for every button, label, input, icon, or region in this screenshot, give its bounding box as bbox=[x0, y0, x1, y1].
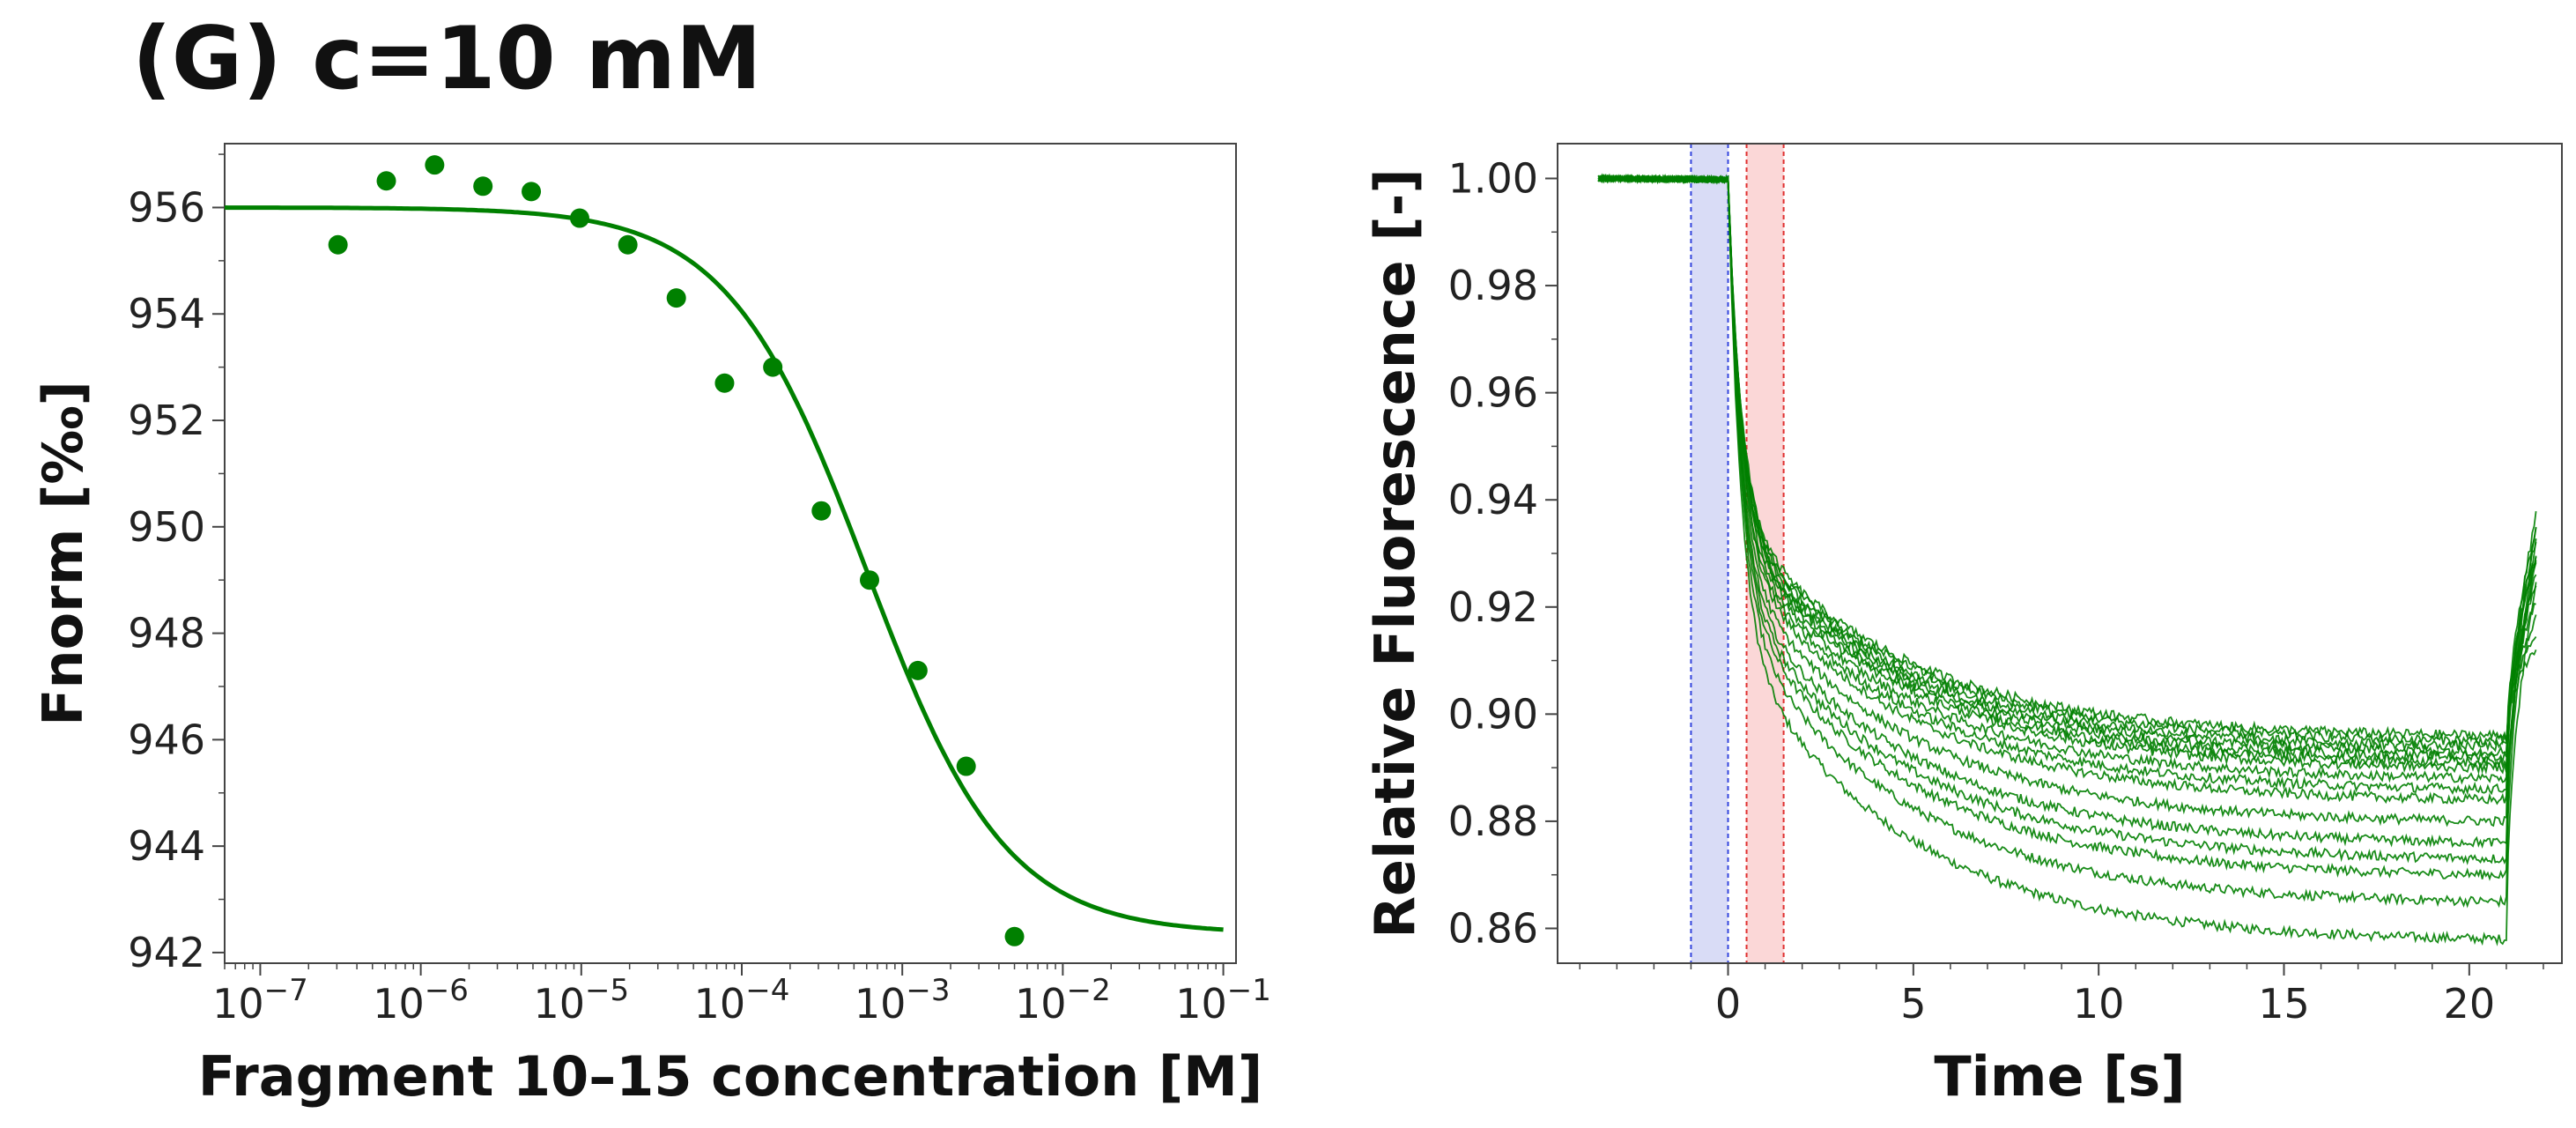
data-point bbox=[618, 234, 638, 255]
dose-response-fit-curve bbox=[224, 205, 1224, 932]
fluorescence-trace bbox=[1597, 174, 2537, 909]
time-trace-chart: 0 5 10 15 20 0.86 0.88 0.90 0.92 0.94 0.96 0.98 1.0… bbox=[1363, 143, 2563, 1109]
fluorescence-trace bbox=[1597, 173, 2537, 785]
data-point bbox=[1004, 926, 1025, 946]
y-tick-label: 0.92 bbox=[1448, 583, 1538, 631]
dose-response-chart: 10−7 10−6 10−5 10−4 10−3 10−2 10−1 94294494694… bbox=[31, 143, 1271, 1109]
data-point bbox=[569, 208, 589, 228]
y-tick-label: 948 bbox=[128, 610, 205, 657]
y-tick-label: 0.98 bbox=[1448, 262, 1538, 309]
time-trace-y-axis-label: Relative Fluorescence [-] bbox=[1363, 168, 1427, 938]
data-point bbox=[376, 171, 396, 191]
x-tick-label: 15 bbox=[2258, 980, 2310, 1028]
y-tick-label: 956 bbox=[128, 183, 205, 231]
data-point bbox=[473, 176, 493, 197]
dose-response-y-axis-label: Fnorm [‰] bbox=[31, 381, 95, 726]
time-trace-y-ticks: 0.86 0.88 0.90 0.92 0.94 0.96 0.98 1.00 bbox=[1448, 155, 1558, 952]
cold-region bbox=[1691, 144, 1728, 963]
dose-response-y-ticks: 942 944 946 948 950 952 954 956 bbox=[128, 153, 225, 976]
x-tick-label: 10−2 bbox=[1015, 973, 1111, 1028]
fluorescence-trace bbox=[1597, 174, 2537, 865]
y-tick-label: 0.86 bbox=[1448, 904, 1538, 952]
y-tick-label: 954 bbox=[128, 290, 205, 338]
data-point bbox=[328, 234, 348, 255]
y-tick-label: 946 bbox=[128, 716, 205, 763]
y-tick-label: 950 bbox=[128, 503, 205, 551]
x-tick-label: 10−6 bbox=[373, 973, 469, 1028]
x-tick-label: 10 bbox=[2073, 980, 2125, 1028]
fluorescence-trace bbox=[1597, 173, 2537, 744]
y-tick-label: 0.90 bbox=[1448, 690, 1538, 738]
y-tick-label: 944 bbox=[128, 822, 205, 870]
time-trace-lines bbox=[1597, 173, 2537, 946]
data-point bbox=[522, 182, 542, 202]
fluorescence-trace bbox=[1597, 174, 2537, 881]
y-tick-label: 952 bbox=[128, 397, 205, 444]
data-point bbox=[714, 373, 735, 393]
x-tick-label: 20 bbox=[2444, 980, 2496, 1028]
dose-response-x-axis-label: Fragment 10–15 concentration [M] bbox=[198, 1044, 1262, 1109]
x-tick-label: 0 bbox=[1715, 980, 1741, 1028]
fluorescence-trace bbox=[1597, 173, 2537, 850]
dose-response-data-points bbox=[328, 155, 1025, 946]
x-tick-label: 10−4 bbox=[694, 973, 790, 1028]
x-tick-label: 10−3 bbox=[855, 973, 951, 1028]
x-tick-label: 10−1 bbox=[1175, 973, 1271, 1028]
time-trace-x-ticks: 0 5 10 15 20 bbox=[1579, 963, 2544, 1028]
fluorescence-trace bbox=[1597, 174, 2537, 827]
y-tick-label: 0.88 bbox=[1448, 798, 1538, 845]
fluorescence-trace bbox=[1597, 174, 2537, 946]
time-trace-x-axis-label: Time [s] bbox=[1934, 1044, 2185, 1109]
data-point bbox=[666, 288, 686, 308]
x-tick-label: 10−5 bbox=[533, 973, 629, 1028]
data-point bbox=[956, 756, 976, 776]
dose-response-x-ticks: 10−7 10−6 10−5 10−4 10−3 10−2 10−1 bbox=[212, 963, 1271, 1028]
fluorescence-trace bbox=[1597, 174, 2537, 776]
data-point bbox=[859, 570, 879, 590]
x-tick-label: 10−7 bbox=[212, 973, 308, 1028]
x-tick-label: 5 bbox=[1900, 980, 1926, 1028]
data-point bbox=[425, 155, 445, 175]
data-point bbox=[907, 660, 928, 680]
fluorescence-trace bbox=[1597, 173, 2537, 765]
dose-response-plot-area bbox=[224, 143, 1237, 964]
y-tick-label: 1.00 bbox=[1448, 155, 1538, 203]
data-point bbox=[763, 357, 783, 377]
y-tick-label: 942 bbox=[128, 929, 205, 976]
fluorescence-trace bbox=[1597, 174, 2537, 796]
y-tick-label: 0.94 bbox=[1448, 476, 1538, 523]
data-point bbox=[811, 501, 832, 521]
fluorescence-trace bbox=[1597, 173, 2537, 753]
y-tick-label: 0.96 bbox=[1448, 369, 1538, 417]
panel-title: (G) c=10 mM bbox=[132, 9, 762, 109]
